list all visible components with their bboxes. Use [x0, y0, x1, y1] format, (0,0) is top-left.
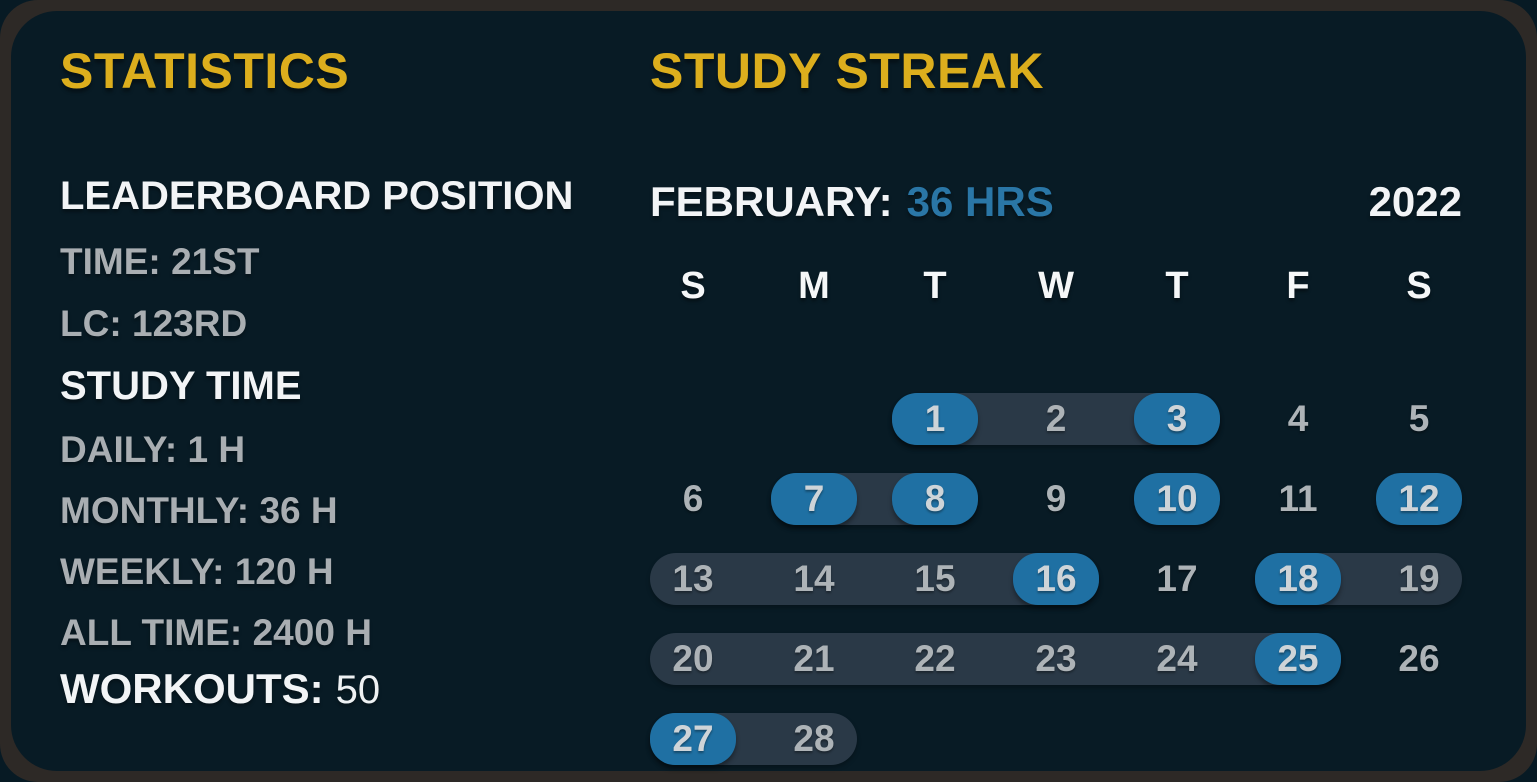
- stat-value: 2400 H: [252, 612, 372, 653]
- calendar-week-row: 27 28: [650, 713, 1462, 765]
- weekday-header: T: [923, 265, 947, 307]
- stat-label: DAILY:: [60, 429, 178, 470]
- calendar-day-studied[interactable]: 8: [892, 473, 978, 525]
- stat-weekly: WEEKLY: 120 H: [60, 550, 334, 594]
- calendar-day[interactable]: 19: [1398, 558, 1440, 599]
- calendar-day[interactable]: 23: [1035, 638, 1077, 679]
- stat-label: MONTHLY:: [60, 490, 250, 531]
- calendar-day-studied[interactable]: 12: [1376, 473, 1462, 525]
- stat-daily: DAILY: 1 H: [60, 428, 245, 472]
- calendar-day[interactable]: 2: [1045, 398, 1067, 439]
- study-streak-title: STUDY STREAK: [650, 43, 1045, 99]
- stat-label: ALL TIME:: [60, 612, 243, 653]
- stat-label: TIME:: [60, 241, 161, 282]
- month-summary-row: FEBRUARY: 36 HRS 2022: [650, 178, 1462, 226]
- statistics-title: STATISTICS: [60, 43, 350, 99]
- calendar-day[interactable]: 13: [672, 558, 714, 599]
- calendar-day[interactable]: 14: [793, 558, 835, 599]
- calendar-day[interactable]: 22: [914, 638, 956, 679]
- weekday-header: T: [1165, 265, 1189, 307]
- calendar-day[interactable]: 4: [1287, 398, 1309, 439]
- study-time-heading: STUDY TIME: [60, 364, 302, 408]
- calendar-day[interactable]: 17: [1156, 558, 1198, 599]
- calendar-day-studied[interactable]: 16: [1013, 553, 1099, 605]
- stat-all-time: ALL TIME: 2400 H: [60, 611, 372, 655]
- calendar-day[interactable]: 11: [1278, 478, 1318, 519]
- calendar-week-row: 6 7 8 9 10 11 12: [650, 473, 1462, 525]
- stat-value: 21ST: [171, 241, 260, 282]
- calendar-day[interactable]: 15: [914, 558, 956, 599]
- weekday-header: S: [1406, 265, 1432, 307]
- calendar-day[interactable]: 28: [793, 718, 835, 759]
- weekday-header: M: [798, 265, 830, 307]
- calendar-day[interactable]: 6: [682, 478, 704, 519]
- calendar-week-row: 20 21 22 23 24 25 26: [650, 633, 1462, 685]
- stat-time-rank: TIME: 21ST: [60, 240, 260, 284]
- year-label: 2022: [1368, 178, 1462, 225]
- calendar-week-row: 1 2 3 4 5: [650, 393, 1462, 445]
- weekday-header: S: [680, 265, 706, 307]
- stat-value: 1 H: [187, 429, 246, 470]
- stat-value: 123RD: [132, 303, 248, 344]
- month-hours-total: 36 HRS: [906, 178, 1054, 225]
- stat-lc-rank: LC: 123RD: [60, 302, 247, 346]
- workouts-label: WORKOUTS:: [60, 665, 324, 712]
- calendar-day-studied[interactable]: 1: [892, 393, 978, 445]
- calendar-grid: 1 2 3 4 5 6 7 8 9 10 11 12 13 14 15 16 17 18 19 20 21 22 23 24 2…: [650, 393, 1462, 765]
- stat-workouts: WORKOUTS: 50: [60, 667, 380, 713]
- calendar-day[interactable]: 21: [793, 638, 835, 679]
- calendar-day[interactable]: 5: [1408, 398, 1430, 439]
- calendar-day[interactable]: 26: [1398, 638, 1440, 679]
- calendar-day-studied[interactable]: 10: [1134, 473, 1220, 525]
- stat-label: WEEKLY:: [60, 551, 225, 592]
- stat-value: 120 H: [234, 551, 334, 592]
- stat-value: 36 H: [259, 490, 338, 531]
- stat-label: LC:: [60, 303, 122, 344]
- calendar-day[interactable]: 9: [1045, 478, 1067, 519]
- workouts-value: 50: [335, 668, 381, 712]
- calendar-week-row: 13 14 15 16 17 18 19: [650, 553, 1462, 605]
- stat-monthly: MONTHLY: 36 H: [60, 489, 338, 533]
- leaderboard-position-heading: LEADERBOARD POSITION: [60, 174, 574, 218]
- weekday-header: F: [1286, 265, 1310, 307]
- calendar-day-studied[interactable]: 7: [771, 473, 857, 525]
- dashboard-panel: STATISTICS LEADERBOARD POSITION TIME: 21S…: [11, 11, 1526, 771]
- weekday-header: W: [1038, 265, 1074, 307]
- calendar-day[interactable]: 24: [1156, 638, 1198, 679]
- streak-band: [650, 633, 1341, 685]
- calendar-day-studied[interactable]: 3: [1134, 393, 1220, 445]
- month-label: FEBRUARY:: [650, 178, 893, 225]
- calendar-day[interactable]: 20: [672, 638, 714, 679]
- calendar-day-studied[interactable]: 25: [1255, 633, 1341, 685]
- calendar-day-studied[interactable]: 27: [650, 713, 736, 765]
- calendar-day-studied[interactable]: 18: [1255, 553, 1341, 605]
